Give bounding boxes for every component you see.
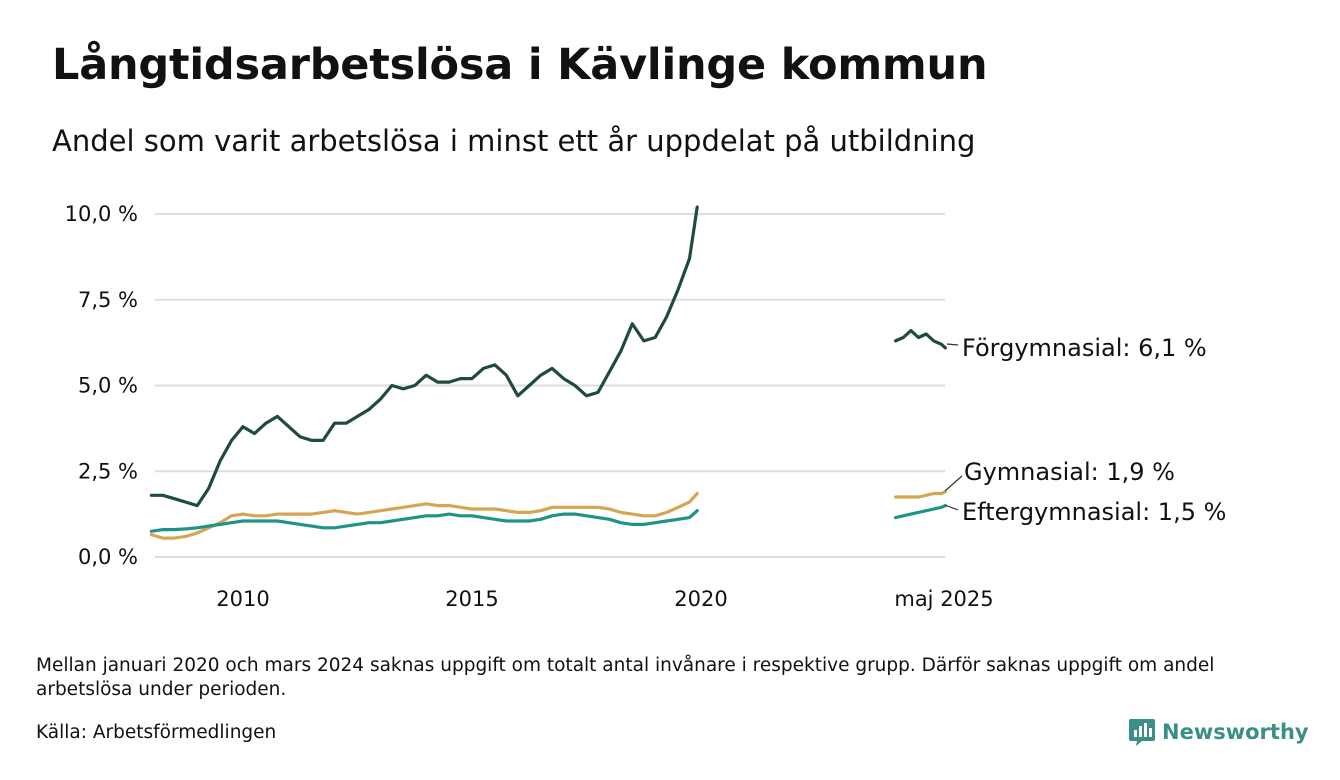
series-line-forgymnasial xyxy=(149,205,699,508)
series-line-late-eftergymnasial xyxy=(893,504,947,520)
series-line-gymnasial xyxy=(149,491,699,540)
label-leader-line xyxy=(946,343,959,346)
y-tick-label: 7,5 % xyxy=(78,288,138,312)
series-end-label-gymnasial: Gymnasial: 1,9 % xyxy=(964,458,1175,486)
x-tick-label: 2020 xyxy=(674,587,727,611)
x-tick-label: 2010 xyxy=(216,587,269,611)
label-leader-line xyxy=(944,475,963,492)
newsworthy-logo-icon xyxy=(1129,719,1155,746)
series-line-eftergymnasial xyxy=(149,509,699,533)
brand-logo: Newsworthy xyxy=(1128,717,1309,747)
chart-title: Långtidsarbetslösa i Kävlinge kommun xyxy=(52,40,988,90)
source-note: Källa: Arbetsförmedlingen xyxy=(36,722,277,743)
x-tick-label: 2015 xyxy=(445,587,498,611)
y-tick-label: 0,0 % xyxy=(78,545,138,569)
footnote: Mellan januari 2020 och mars 2024 saknas… xyxy=(36,655,1215,700)
y-tick-label: 10,0 % xyxy=(65,202,138,226)
x-tick-label: maj 2025 xyxy=(894,587,993,611)
series-line-late-forgymnasial xyxy=(893,329,947,350)
line-chart: 0,0 % 2,5 % 5,0 % 7,5 % 10,0 % 2010 2015 2020 ma… xyxy=(65,202,1227,611)
y-tick-label: 2,5 % xyxy=(78,459,138,483)
label-leader-line xyxy=(944,504,959,511)
brand-name: Newsworthy xyxy=(1162,720,1309,744)
series-end-label-forgymnasial: Förgymnasial: 6,1 % xyxy=(962,334,1207,362)
y-tick-label: 5,0 % xyxy=(78,374,138,398)
chart-subtitle: Andel som varit arbetslösa i minst ett å… xyxy=(52,124,976,158)
series-end-label-eftergymnasial: Eftergymnasial: 1,5 % xyxy=(962,498,1226,526)
series-line-late-gymnasial xyxy=(893,490,947,499)
